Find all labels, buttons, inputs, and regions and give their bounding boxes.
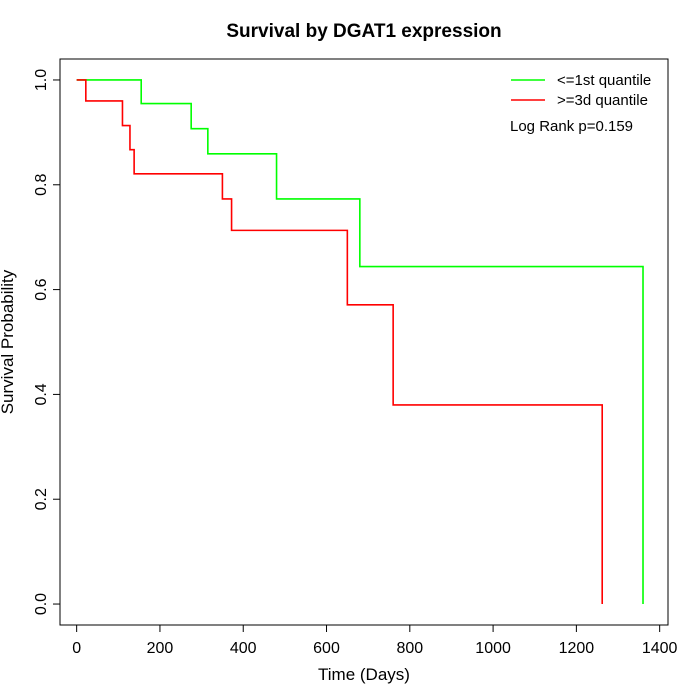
- survival-curve-1: [76, 79, 644, 605]
- series-layer: [76, 79, 644, 605]
- y-tick-label: 1.0: [33, 69, 50, 91]
- y-axis-label: Survival Probability: [0, 269, 17, 414]
- legend: <=1st quantile >=3d quantile: [511, 72, 651, 109]
- legend-label-1: <=1st quantile: [557, 72, 651, 89]
- y-tick-label: 0.8: [33, 174, 50, 196]
- x-tick-label: 1000: [475, 640, 511, 657]
- plot-box: [59, 58, 669, 626]
- x-tick-label: 1200: [559, 640, 595, 657]
- survival-curve-2: [76, 79, 604, 605]
- x-tick-label: 0: [72, 640, 81, 657]
- chart-title: Survival by DGAT1 expression: [226, 21, 501, 42]
- y-tick-label: 0.6: [33, 278, 50, 300]
- log-rank-annotation: Log Rank p=0.159: [510, 118, 633, 135]
- x-tick-label: 400: [230, 640, 257, 657]
- x-tick-label: 200: [147, 640, 174, 657]
- x-tick-label: 800: [396, 640, 423, 657]
- x-axis: 0 200 400 600 800 1000 1200 1400: [72, 624, 678, 657]
- legend-label-2: >=3d quantile: [557, 92, 648, 109]
- y-tick-label: 0.4: [33, 383, 50, 405]
- y-tick-label: 0.0: [33, 593, 50, 615]
- y-tick-label: 0.2: [33, 488, 50, 510]
- y-axis: 0.0 0.2 0.4 0.6 0.8 1.0: [33, 69, 61, 615]
- x-axis-label: Time (Days): [318, 665, 410, 684]
- x-tick-label: 1400: [642, 640, 678, 657]
- x-tick-label: 600: [313, 640, 340, 657]
